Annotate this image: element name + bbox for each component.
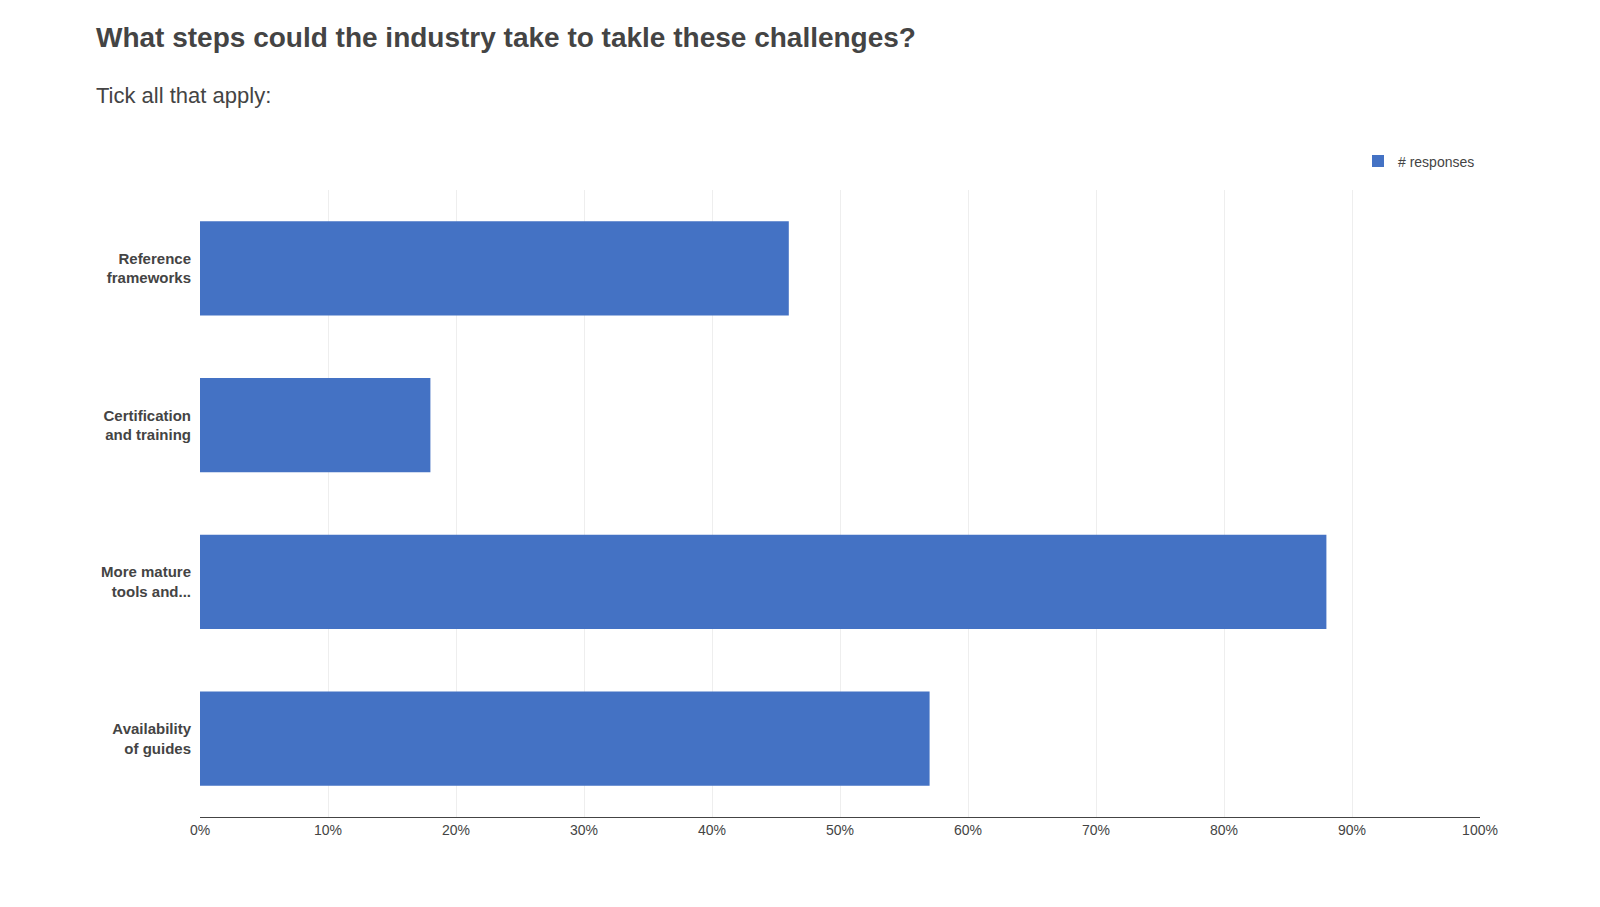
svg-text:Referenceframeworks: Referenceframeworks — [107, 250, 191, 287]
svg-text:90%: 90% — [1338, 822, 1366, 838]
svg-text:30%: 30% — [570, 822, 598, 838]
svg-text:0%: 0% — [190, 822, 210, 838]
svg-text:20%: 20% — [442, 822, 470, 838]
svg-text:70%: 70% — [1082, 822, 1110, 838]
svg-text:# responses: # responses — [1398, 154, 1474, 170]
svg-text:What steps could the industry: What steps could the industry take to ta… — [96, 22, 916, 53]
svg-text:Tick all that apply:: Tick all that apply: — [96, 83, 271, 108]
svg-text:80%: 80% — [1210, 822, 1238, 838]
svg-text:50%: 50% — [826, 822, 854, 838]
svg-text:40%: 40% — [698, 822, 726, 838]
svg-text:60%: 60% — [954, 822, 982, 838]
svg-text:10%: 10% — [314, 822, 342, 838]
svg-text:Availabilityof guides: Availabilityof guides — [112, 720, 191, 757]
svg-text:More maturetools and...: More maturetools and... — [101, 563, 191, 600]
svg-text:100%: 100% — [1462, 822, 1498, 838]
svg-text:Certificationand training: Certificationand training — [103, 407, 191, 444]
